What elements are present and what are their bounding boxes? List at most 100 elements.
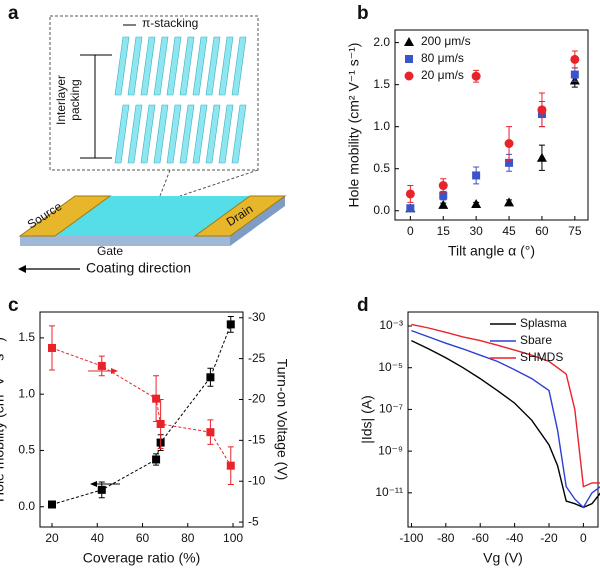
coating-arrowhead	[18, 265, 26, 273]
marker	[47, 343, 56, 352]
marker	[152, 394, 161, 403]
y-tick-label: 1.0	[18, 386, 35, 400]
y2-tick-label: -10	[248, 473, 266, 487]
molecules	[114, 36, 247, 164]
y-tick-label: 0.0	[18, 499, 35, 513]
legend-swatch	[404, 37, 414, 46]
marker	[226, 461, 235, 470]
y2-tick-label: -30	[248, 310, 266, 324]
packing-label: packing	[68, 79, 82, 120]
packing-label: Interlayer	[54, 75, 68, 125]
axis-arrowhead	[90, 481, 97, 487]
marker	[504, 138, 514, 148]
y-tick-label: 10⁻¹¹	[375, 485, 403, 499]
y-tick-label: 2.0	[373, 35, 390, 49]
y-tick-label: 0.5	[373, 161, 390, 175]
y2-axis-label: Turn-on Voltage (V)	[274, 359, 290, 481]
panel-label: b	[357, 3, 369, 24]
x-axis-label: Coverage ratio (%)	[83, 550, 201, 566]
gate-side	[230, 196, 285, 246]
marker	[206, 373, 215, 382]
legend-label: SHMDS	[520, 350, 563, 364]
x-axis-label: Tilt angle α (°)	[448, 243, 535, 259]
marker	[405, 189, 415, 199]
panel-a: a π-stacking Interlayer packing Source D…	[8, 3, 287, 276]
marker	[97, 485, 106, 494]
zoom-line	[179, 169, 259, 197]
x-tick-label: 100	[223, 531, 243, 545]
x-axis-label: Vg (V)	[483, 550, 523, 566]
data-line	[411, 329, 600, 509]
x-tick-label: 75	[568, 224, 582, 238]
data-line	[411, 339, 600, 509]
gate-layer	[20, 236, 230, 246]
panel-label: c	[8, 295, 19, 316]
x-tick-label: 0	[407, 224, 414, 238]
zoom-line	[159, 169, 171, 197]
marker	[97, 361, 106, 370]
legend-label: 80 μm/s	[421, 51, 464, 65]
y-tick-label: 10⁻⁷	[379, 402, 403, 416]
panel-label: d	[357, 295, 369, 316]
plot-frame	[394, 29, 589, 221]
y-axis-label: Hole mobility (cm² V⁻¹ s⁻¹)	[346, 43, 362, 208]
drain-electrode	[193, 195, 287, 237]
x-tick-label: 60	[535, 224, 549, 238]
x-tick-label: -20	[540, 531, 558, 545]
y-tick-label: 1.5	[373, 77, 390, 91]
legend-label: 200 μm/s	[421, 34, 471, 48]
data-line	[411, 323, 600, 488]
y2-tick-label: -15	[248, 433, 266, 447]
x-tick-label: 80	[181, 531, 195, 545]
x-tick-label: -100	[399, 531, 423, 545]
fit-line	[51, 347, 232, 466]
gate-label: Gate	[97, 244, 123, 258]
x-tick-label: -40	[506, 531, 524, 545]
marker	[505, 158, 514, 167]
marker	[536, 152, 547, 162]
marker	[47, 500, 56, 509]
y2-tick-label: -20	[248, 392, 266, 406]
legend-label: Sbare	[520, 333, 552, 347]
y-tick-label: 1.0	[373, 119, 390, 133]
legend-label: 20 μm/s	[421, 68, 464, 82]
x-tick-label: 15	[437, 224, 451, 238]
x-tick-label: 60	[136, 531, 150, 545]
marker	[152, 455, 161, 464]
x-tick-label: -60	[472, 531, 490, 545]
y-tick-label: 10⁻⁵	[378, 360, 403, 374]
y-tick-label: 0.5	[18, 443, 35, 457]
marker	[438, 181, 448, 191]
marker	[472, 171, 481, 180]
coating-label: Coating direction	[86, 260, 191, 276]
legend-label: Splasma	[520, 316, 567, 330]
y-axis-label: |Ids| (A)	[359, 395, 375, 444]
marker	[471, 199, 482, 209]
x-tick-label: 40	[91, 531, 105, 545]
marker	[471, 71, 481, 81]
legend-swatch	[405, 55, 413, 63]
x-tick-label: -80	[437, 531, 455, 545]
panel-label: a	[8, 3, 19, 24]
marker	[439, 191, 448, 200]
x-tick-label: 20	[45, 531, 59, 545]
x-tick-label: 0	[580, 531, 587, 545]
marker	[156, 419, 165, 428]
x-tick-label: 30	[469, 224, 483, 238]
plot-frame	[39, 311, 244, 528]
marker	[438, 199, 449, 209]
source-electrode	[18, 195, 112, 237]
fit-line	[51, 324, 232, 505]
y2-tick-label: -25	[248, 351, 266, 365]
marker	[206, 428, 215, 437]
panel-c-arrows	[88, 368, 120, 487]
legend-swatch	[404, 71, 414, 81]
pi-label: π-stacking	[142, 16, 198, 30]
plot-frame	[407, 311, 599, 528]
marker	[570, 54, 580, 64]
y-tick-label: 10⁻⁹	[378, 443, 403, 457]
y-tick-label: 1.5	[18, 330, 35, 344]
y-tick-label: 10⁻³	[379, 318, 403, 332]
marker	[570, 70, 579, 79]
